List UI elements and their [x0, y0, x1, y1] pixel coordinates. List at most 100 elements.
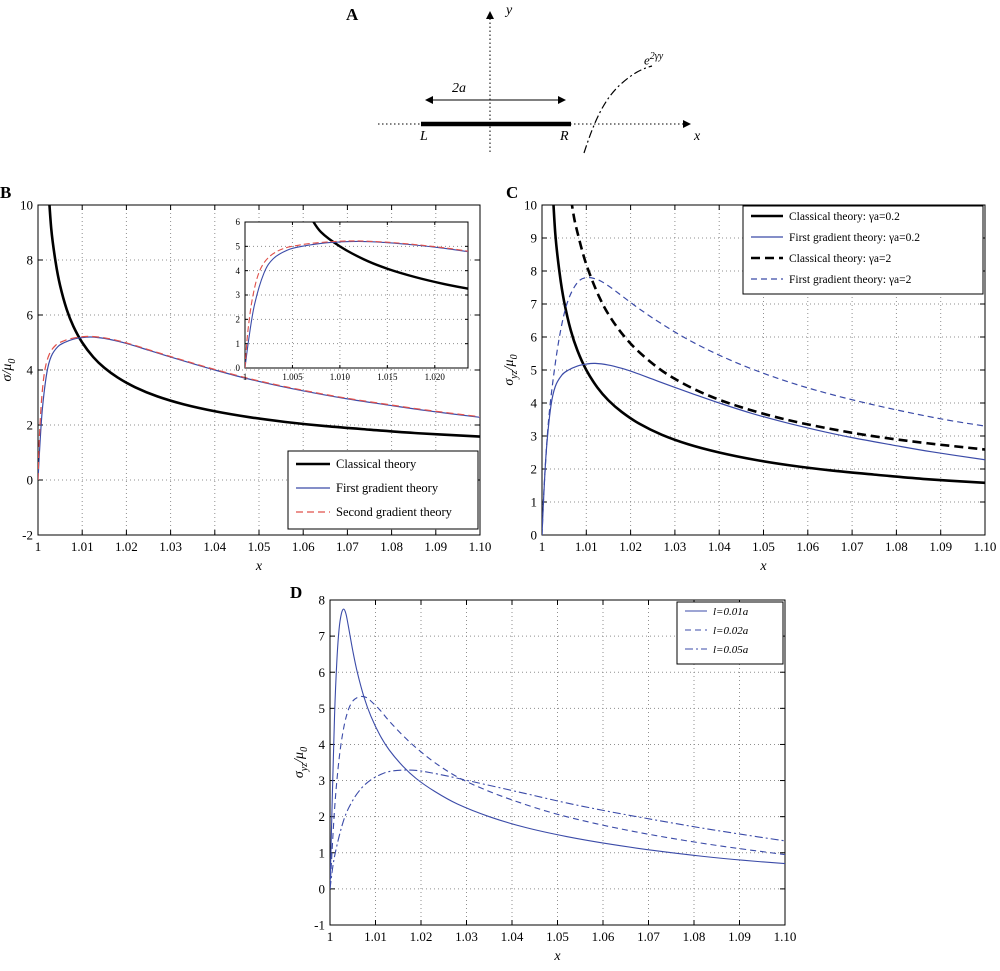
y-tick-label: 3	[319, 773, 326, 788]
series-line	[330, 695, 785, 889]
y-tick-label: 0	[319, 881, 326, 896]
panel-d-label: D	[290, 583, 303, 602]
legend-label: l=0.05a	[713, 644, 749, 656]
x-tick-label: 1.09	[424, 539, 447, 554]
left-tip-label: L	[420, 129, 428, 144]
x-tick-label: 1	[35, 539, 42, 554]
x-tick-label: 1.05	[546, 929, 569, 944]
x-axis-label: x	[759, 559, 767, 574]
exponential-base: e	[644, 52, 650, 68]
x-tick-label: 1.02	[410, 929, 433, 944]
y-tick-label: 0	[531, 528, 538, 543]
series-line	[552, 205, 985, 485]
x-tick-label: 1.03	[664, 539, 687, 554]
legend-label: Classical theory: γa=0.2	[789, 211, 900, 223]
legend-label: First gradient theory: γa=2	[789, 274, 912, 286]
legend-label: Classical theory	[336, 457, 417, 471]
panel-a-diagram	[378, 11, 691, 154]
y-tick-label: 2	[27, 418, 34, 433]
x-tick-label: 1.04	[708, 539, 731, 554]
y-tick-label: 10	[20, 198, 33, 213]
x-tick-label: 1.020	[425, 372, 446, 382]
y-tick-label: 5	[531, 363, 538, 378]
x-tick-label: 1	[539, 539, 546, 554]
panel-c-label: C	[506, 183, 519, 202]
y-tick-label: 6	[27, 308, 34, 323]
x-tick-label: 1.015	[377, 372, 398, 382]
y-tick-label: 3	[236, 290, 241, 300]
y-tick-label: 10	[524, 198, 537, 213]
panel-c-chart: 1 1.01 1.02 1.03 1.04 1.05 1.06 1.07 1.08 1.09 1.1…	[502, 198, 996, 574]
x-tick-label: 1.10	[469, 539, 492, 554]
legend-label: Classical theory: γa=2	[789, 253, 892, 265]
panel-a-label: A	[346, 5, 359, 24]
y-axis-label: σ/μ0	[0, 359, 18, 382]
x-tick-label: 1.08	[380, 539, 403, 554]
y-tick-label: 2	[531, 462, 538, 477]
x-axis-label: x	[255, 559, 263, 574]
x-tick-label: 1.04	[203, 539, 226, 554]
exponential-label: e2γy	[644, 51, 664, 68]
series-line	[48, 205, 480, 438]
y-axis-label-a: y	[506, 3, 513, 18]
legend-label: l=0.01a	[713, 606, 749, 618]
y-tick-label: -2	[22, 528, 33, 543]
y-tick-label: 4	[27, 363, 34, 378]
series-line	[38, 336, 480, 481]
exponential-curve	[583, 65, 653, 154]
x-tick-label: 1.010	[330, 372, 351, 382]
series-line	[542, 276, 985, 535]
crack-length-label: 2a	[452, 81, 466, 96]
y-tick-label: -1	[314, 918, 325, 933]
y-tick-label: 8	[27, 253, 34, 268]
series-line	[38, 335, 480, 481]
series-line	[542, 362, 985, 535]
x-tick-label: 1.02	[115, 539, 138, 554]
x-tick-label: 1.05	[752, 539, 775, 554]
x-tick-label: 1.05	[248, 539, 271, 554]
y-axis-label: σyz/μ0	[502, 354, 520, 385]
x-tick-label: 1.03	[455, 929, 478, 944]
x-axis-label-a: x	[694, 129, 701, 144]
y-tick-label: 5	[319, 701, 326, 716]
legend-label: l=0.02a	[713, 625, 749, 637]
y-tick-label: 1	[319, 845, 326, 860]
panel-b-label: B	[0, 183, 12, 202]
y-tick-label: 4	[319, 737, 326, 752]
x-tick-label: 1.03	[159, 539, 182, 554]
x-tick-label: 1.04	[501, 929, 524, 944]
y-tick-label: 3	[531, 429, 538, 444]
exponential-exponent: 2γy	[649, 51, 664, 62]
y-tick-label: 4	[236, 266, 241, 276]
x-tick-label: 1.09	[728, 929, 751, 944]
y-axis-label: σyz/μ0	[292, 747, 310, 778]
y-tick-label: 0	[27, 473, 34, 488]
y-tick-label: 6	[236, 217, 241, 227]
y-tick-label: 9	[531, 231, 538, 246]
x-tick-label: 1.09	[929, 539, 952, 554]
y-tick-label: 6	[319, 665, 326, 680]
x-tick-label: 1	[327, 929, 334, 944]
series-line	[312, 222, 468, 290]
y-tick-label: 7	[531, 297, 538, 312]
series-line	[245, 240, 468, 368]
series-line	[330, 769, 785, 889]
x-tick-label: 1.06	[796, 539, 819, 554]
x-tick-label: 1.07	[841, 539, 864, 554]
x-tick-label: 1.10	[774, 929, 797, 944]
y-tick-label: 2	[319, 809, 326, 824]
y-tick-label: 7	[319, 629, 326, 644]
legend-label: First gradient theory	[336, 481, 439, 495]
x-tick-label: 1.06	[592, 929, 615, 944]
x-tick-label: 1	[243, 372, 248, 382]
y-tick-label: 0	[236, 363, 241, 373]
panel-d-chart: 1 1.01 1.02 1.03 1.04 1.05 1.06 1.07 1.08 1.09 1.1…	[292, 593, 797, 964]
legend-box	[676, 601, 784, 665]
x-tick-label: 1.02	[619, 539, 642, 554]
legend-label: First gradient theory: γa=0.2	[789, 232, 920, 244]
x-tick-label: 1.01	[364, 929, 387, 944]
y-tick-label: 8	[531, 264, 538, 279]
panel-b-chart: 1 1.01 1.02 1.03 1.04 1.05 1.06 1.07 1.08 1.09 1.1…	[0, 198, 492, 574]
y-tick-label: 5	[236, 241, 241, 251]
